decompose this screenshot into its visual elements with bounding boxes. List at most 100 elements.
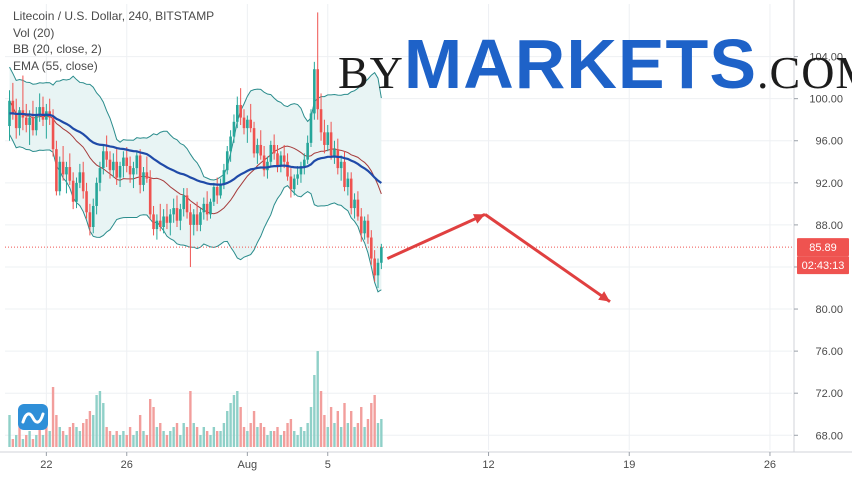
candle-body: [286, 161, 289, 177]
candle-body: [28, 117, 31, 125]
arrow-up-head: [473, 214, 485, 224]
candle-body: [148, 178, 152, 215]
candle-body: [232, 121, 236, 137]
volume-bar: [122, 431, 125, 447]
bb-upper-line: [9, 66, 382, 181]
bymarkets-watermark: BYMARKETS.COM: [338, 24, 852, 103]
y-tick-label: 76.00: [815, 346, 843, 358]
volume-bar: [212, 427, 216, 447]
volume-bar: [195, 427, 199, 447]
volume-bar: [306, 423, 309, 447]
x-tick-label: 26: [764, 459, 776, 471]
candle-body: [195, 214, 199, 225]
y-tick-label: 88.00: [815, 220, 843, 232]
candle-body: [336, 149, 340, 169]
candle-body: [78, 172, 82, 183]
chart-legend: Litecoin / U.S. Dollar, 240, BITSTAMP Vo…: [13, 8, 214, 74]
volume-bar: [21, 439, 25, 447]
volume-bar: [356, 423, 360, 447]
candle-body: [38, 107, 41, 115]
candle-body: [222, 170, 226, 185]
volume-bar: [256, 427, 259, 447]
volume-bar: [276, 427, 279, 447]
volume-bar: [289, 419, 293, 447]
x-tick-label: 19: [623, 459, 635, 471]
candle-body: [105, 151, 108, 160]
candle-body: [262, 155, 266, 171]
watermark-by: BY: [338, 47, 404, 98]
candle-body: [292, 178, 296, 190]
y-tick-label: 68.00: [815, 430, 843, 442]
volume-bar: [279, 435, 283, 447]
volume-bar: [82, 423, 85, 447]
candle-body: [269, 144, 273, 162]
candle-body: [370, 237, 373, 259]
candle-body: [185, 195, 189, 213]
candle-body: [326, 132, 330, 145]
candle-body: [209, 201, 212, 215]
volume-bar: [353, 427, 356, 447]
x-tick-label: 5: [325, 459, 331, 471]
volume-bar: [142, 431, 145, 447]
volume-bar: [102, 403, 105, 447]
candle-body: [175, 208, 179, 221]
candle-body: [142, 172, 145, 185]
candle-body: [289, 176, 293, 190]
volume-bar: [329, 407, 333, 447]
volume-bar: [299, 427, 303, 447]
volume-bar: [205, 431, 209, 447]
candle-body: [112, 161, 115, 171]
candle-body: [316, 69, 319, 110]
candle-body: [279, 155, 283, 166]
volume-bar: [242, 427, 246, 447]
last-price-tag: [797, 238, 849, 257]
volume-bar: [152, 407, 155, 447]
volume-bar: [185, 427, 189, 447]
candle-body: [71, 180, 75, 202]
candle-body: [128, 165, 132, 175]
volume-bar: [118, 435, 122, 447]
volume-bar: [165, 435, 169, 447]
volume-bar: [333, 423, 336, 447]
volume-bar: [360, 407, 363, 447]
arrow-down-head: [598, 291, 610, 302]
countdown-label: 02:43:13: [802, 260, 845, 272]
volume-bar: [35, 435, 38, 447]
candle-body: [14, 113, 18, 129]
volume-bar: [58, 427, 61, 447]
volume-bar: [266, 435, 269, 447]
volume-bar: [105, 427, 108, 447]
candle-body: [252, 128, 256, 154]
candle-body: [239, 104, 242, 118]
volume-bar: [222, 423, 226, 447]
candle-body: [309, 113, 313, 143]
volume-bar: [78, 431, 82, 447]
candle-body: [152, 214, 155, 230]
candle-body: [356, 199, 360, 217]
candle-body: [303, 159, 306, 166]
candle-body: [202, 203, 206, 213]
volume-bar: [350, 411, 353, 447]
volume-bar: [18, 423, 21, 447]
volume-bar: [155, 427, 159, 447]
volume-bar: [159, 423, 162, 447]
watermark-com: .COM: [757, 47, 852, 98]
volume-bar: [8, 415, 11, 447]
candle-body: [58, 161, 62, 192]
arrow-down-line: [484, 213, 611, 303]
volume-bar: [68, 427, 71, 447]
volume-bar: [262, 427, 266, 447]
candle-body: [95, 182, 98, 206]
volume-bar: [232, 395, 236, 447]
watermark-markets: MARKETS: [403, 25, 758, 103]
volume-bar: [363, 427, 366, 447]
volume-bar: [108, 431, 112, 447]
volume-bar: [209, 435, 212, 447]
candle-body: [162, 216, 165, 227]
tradingview-wave-icon[interactable]: [18, 404, 48, 430]
volume-bar: [149, 399, 152, 447]
volume-bar: [31, 439, 35, 447]
candle-body: [31, 117, 35, 131]
